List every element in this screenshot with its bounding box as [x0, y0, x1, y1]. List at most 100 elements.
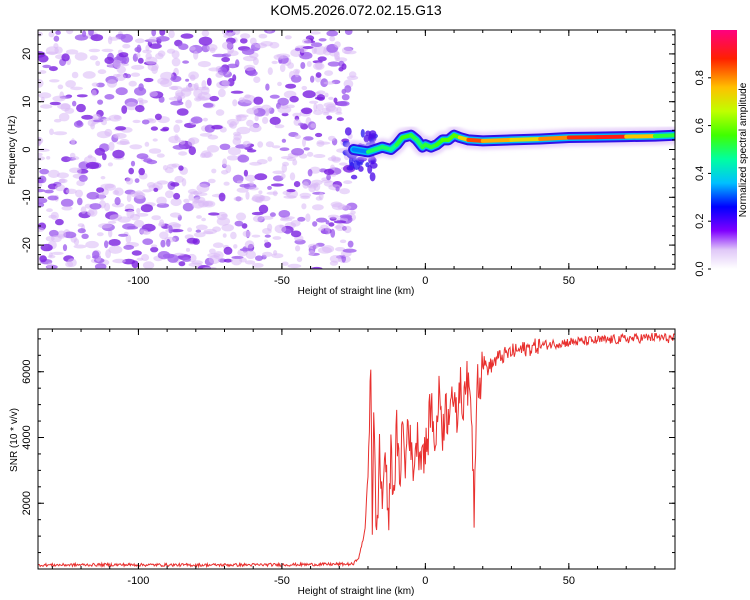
- noise-blob: [211, 168, 217, 174]
- noise-blob: [294, 134, 301, 140]
- noise-blob: [48, 66, 58, 72]
- noise-blob: [334, 41, 341, 48]
- noise-blob: [52, 95, 66, 102]
- noise-blob: [230, 90, 244, 94]
- noise-blob: [166, 238, 171, 247]
- noise-blob: [140, 229, 149, 235]
- noise-blob: [115, 73, 126, 81]
- noise-blob: [333, 51, 340, 60]
- noise-blob: [232, 99, 238, 107]
- noise-blob: [342, 248, 357, 253]
- spectrogram-x-label: Height of straight line (km): [298, 286, 415, 297]
- noise-blob: [341, 88, 347, 95]
- noise-blob: [175, 92, 185, 97]
- noise-blob: [131, 260, 139, 269]
- noise-blob: [114, 197, 121, 206]
- noise-blob: [77, 167, 82, 175]
- noise-blob: [246, 107, 259, 115]
- noise-blob: [265, 83, 270, 91]
- noise-blob: [233, 244, 238, 249]
- noise-blob: [302, 181, 310, 189]
- noise-blob: [38, 54, 49, 63]
- noise-blob: [333, 220, 347, 224]
- noise-blob: [246, 119, 254, 127]
- noise-blob: [98, 191, 106, 201]
- noise-blob: [330, 228, 336, 238]
- noise-blob: [252, 215, 264, 223]
- noise-blob: [47, 254, 56, 259]
- noise-blob: [55, 218, 64, 226]
- noise-blob: [310, 31, 321, 35]
- noise-blob: [125, 177, 134, 185]
- noise-blob: [39, 168, 50, 175]
- noise-blob: [227, 50, 239, 57]
- noise-blob: [178, 261, 186, 267]
- noise-blob: [135, 105, 145, 113]
- noise-blob: [282, 161, 289, 167]
- noise-blob: [38, 227, 45, 232]
- noise-blob: [318, 38, 327, 42]
- ridge-segment: [624, 134, 657, 139]
- noise-blob: [262, 116, 269, 124]
- noise-blob: [198, 36, 213, 46]
- noise-blob: [53, 35, 60, 42]
- noise-blob: [269, 94, 280, 99]
- noise-blob: [327, 61, 341, 67]
- chart-title: KOM5.2026.072.02.15.G13: [270, 2, 441, 18]
- noise-blob: [151, 65, 159, 74]
- noise-blob: [153, 187, 159, 192]
- noise-blob: [113, 59, 122, 68]
- noise-blob: [49, 128, 54, 136]
- noise-blob: [130, 191, 139, 198]
- noise-blob: [40, 104, 53, 109]
- noise-blob: [115, 126, 127, 131]
- noise-blob: [310, 266, 323, 269]
- noise-blob: [151, 215, 161, 221]
- noise-blob: [107, 36, 113, 45]
- noise-blob: [313, 154, 326, 158]
- noise-blob: [91, 82, 99, 87]
- noise-blob: [82, 71, 96, 79]
- noise-blob: [193, 82, 199, 91]
- noise-blob: [190, 191, 203, 195]
- noise-blob: [233, 196, 244, 202]
- noise-blob: [97, 69, 107, 75]
- noise-blob: [329, 255, 342, 263]
- noise-blob: [264, 234, 271, 238]
- noise-blob: [173, 124, 180, 133]
- noise-blob: [61, 205, 73, 211]
- noise-blob: [134, 38, 145, 44]
- spectrogram-y-label: Frequency (Hz): [7, 116, 18, 185]
- noise-blob: [38, 182, 43, 188]
- spectrogram-noise: [38, 30, 378, 269]
- noise-blob: [328, 135, 336, 141]
- noise-blob: [243, 169, 248, 177]
- noise-blob: [339, 239, 347, 244]
- y-tick-label: -10: [21, 189, 33, 205]
- noise-blob: [124, 73, 132, 79]
- noise-blob: [226, 155, 239, 161]
- noise-blob: [193, 232, 206, 238]
- noise-blob: [293, 118, 301, 127]
- noise-blob: [133, 219, 145, 228]
- noise-blob: [91, 89, 97, 97]
- noise-blob: [241, 48, 255, 55]
- noise-blob: [294, 69, 300, 78]
- noise-blob: [87, 210, 95, 216]
- noise-blob: [98, 223, 112, 229]
- noise-blob: [126, 225, 139, 230]
- noise-blob: [92, 250, 100, 259]
- noise-blob: [292, 112, 302, 118]
- noise-blob: [138, 167, 145, 176]
- noise-blob: [322, 245, 335, 253]
- noise-blob: [201, 30, 210, 37]
- noise-blob: [223, 258, 233, 263]
- noise-blob: [216, 217, 231, 226]
- noise-blob: [38, 31, 43, 37]
- noise-blob: [218, 192, 226, 202]
- noise-blob: [189, 74, 196, 81]
- noise-blob: [242, 230, 252, 237]
- noise-blob: [187, 227, 193, 232]
- noise-blob: [219, 143, 231, 150]
- snr-y-label: SNR (10 * v/v): [9, 408, 20, 472]
